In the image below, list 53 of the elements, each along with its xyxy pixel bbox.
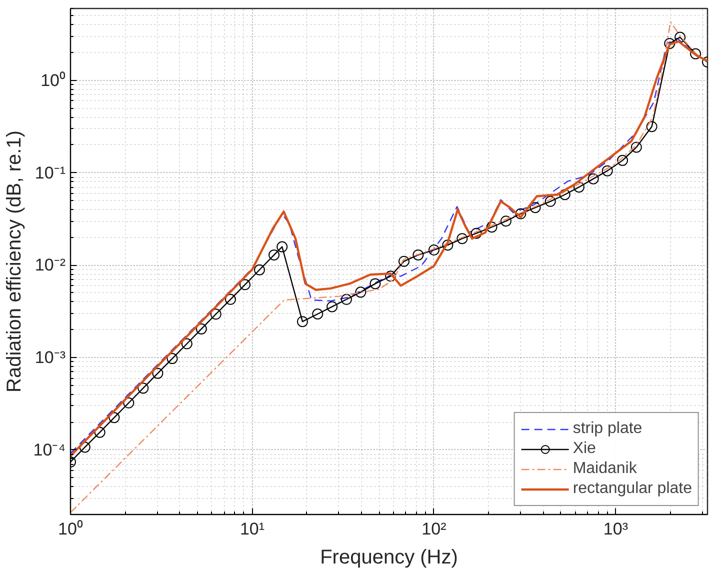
point xyxy=(588,173,599,184)
point xyxy=(210,308,222,320)
y-tick-label: 10⁻² xyxy=(34,256,66,275)
point xyxy=(312,308,324,320)
point xyxy=(296,316,308,328)
point xyxy=(355,286,366,298)
point xyxy=(79,442,90,453)
point xyxy=(326,301,338,312)
point xyxy=(196,323,207,334)
point xyxy=(340,294,352,305)
y-tick-label: 10⁻³ xyxy=(34,348,66,368)
point xyxy=(239,279,250,290)
x-tick-label: 10⁰ xyxy=(58,520,83,538)
point xyxy=(181,338,192,350)
point xyxy=(254,264,265,276)
legend-label: Xie xyxy=(572,440,596,458)
point xyxy=(412,249,424,260)
point xyxy=(500,216,512,227)
legend-label: strip plate xyxy=(572,420,642,438)
point xyxy=(370,278,381,290)
point xyxy=(646,121,658,132)
point xyxy=(674,32,686,43)
point xyxy=(630,142,642,153)
x-tick-label: 10¹ xyxy=(240,520,265,538)
point xyxy=(544,196,556,207)
x-axis-title: Frequency (Hz) xyxy=(320,546,458,568)
x-tick-label: 10³ xyxy=(603,520,628,538)
legend-label: Maidanik xyxy=(572,460,637,478)
x-tick-label: 10² xyxy=(422,520,447,538)
point xyxy=(559,189,570,200)
point xyxy=(152,368,164,379)
point xyxy=(515,208,526,220)
point xyxy=(530,202,541,214)
y-tick-label: 10⁰ xyxy=(40,70,66,90)
point xyxy=(690,48,702,60)
point xyxy=(123,397,134,408)
point xyxy=(398,256,410,267)
point xyxy=(166,353,178,364)
point xyxy=(602,165,613,176)
point xyxy=(385,270,396,282)
point xyxy=(470,228,482,239)
y-tick-label: 10⁻¹ xyxy=(34,163,66,182)
y-tick-label: 10⁻⁴ xyxy=(33,440,66,460)
point xyxy=(138,382,149,394)
point xyxy=(456,233,468,244)
point xyxy=(617,154,628,166)
legend-label: rectangular plate xyxy=(572,480,692,498)
y-axis-title: Radiation efficiency (dB, re.1) xyxy=(3,130,26,392)
point xyxy=(428,244,440,256)
point xyxy=(224,294,236,305)
point xyxy=(268,249,280,260)
point xyxy=(442,240,454,251)
point xyxy=(486,222,498,233)
